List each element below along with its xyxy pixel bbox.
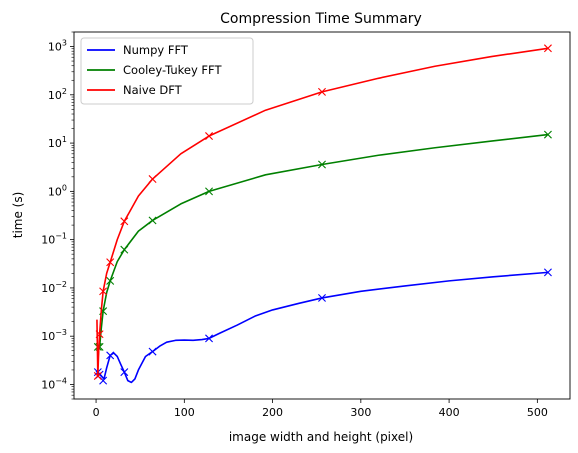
y-tick-label: 103 [48, 39, 67, 54]
y-tick-label: 10−1 [41, 232, 67, 247]
y-axis-label: time (s) [11, 192, 25, 239]
x-tick-label: 0 [93, 406, 100, 419]
data-point-marker [95, 330, 104, 339]
x-tick-label: 100 [174, 406, 195, 419]
x-axis: 0 100 200 300 400 500 [93, 399, 548, 419]
data-point-marker [93, 371, 102, 380]
data-point-marker [318, 293, 326, 302]
data-point-marker [106, 351, 115, 360]
data-point-marker [318, 87, 326, 96]
data-point-marker [106, 258, 115, 267]
data-point-marker [99, 287, 108, 296]
data-point-marker [205, 334, 214, 343]
y-tick-label: 10−3 [41, 328, 67, 343]
y-tick-label: 10−2 [41, 280, 67, 295]
data-point-marker [543, 130, 552, 139]
legend-label-1: Cooley-Tukey FFT [123, 63, 222, 77]
data-point-marker [205, 187, 214, 196]
legend-label-2: Naive DFT [123, 83, 183, 97]
data-point-marker [120, 368, 129, 377]
y-tick-label: 102 [48, 87, 67, 102]
data-point-marker [148, 216, 157, 225]
legend: Numpy FFT Cooley-Tukey FFT Naive DFT [80, 37, 254, 105]
y-tick-label: 101 [48, 135, 67, 150]
x-tick-label: 300 [350, 406, 371, 419]
data-point-marker [543, 44, 552, 53]
legend-label-0: Numpy FFT [123, 43, 189, 57]
legend-box [80, 37, 254, 105]
x-tick-label: 400 [439, 406, 460, 419]
series-line-2 [96, 47, 549, 377]
data-point-marker [120, 245, 129, 254]
data-point-marker [148, 347, 157, 356]
y-tick-label: 100 [48, 183, 67, 198]
data-point-marker [543, 268, 552, 277]
plot-frame [73, 31, 571, 400]
y-tick-label: 10−4 [41, 376, 67, 391]
data-point-marker [318, 160, 326, 169]
data-point-marker [106, 276, 115, 285]
x-tick-label: 200 [262, 406, 283, 419]
series-line-0 [97, 271, 549, 384]
plot-area [93, 44, 552, 385]
y-axis: 10−4 10−3 10−2 10−1 100 101 102 103 [41, 31, 74, 400]
data-point-marker [148, 175, 157, 184]
x-tick-label: 500 [527, 406, 548, 419]
x-axis-label: image width and height (pixel) [229, 430, 413, 444]
data-point-marker [120, 217, 129, 226]
series-line-1 [97, 133, 549, 362]
chart-title: Compression Time Summary [220, 11, 422, 27]
data-point-marker [205, 132, 214, 141]
